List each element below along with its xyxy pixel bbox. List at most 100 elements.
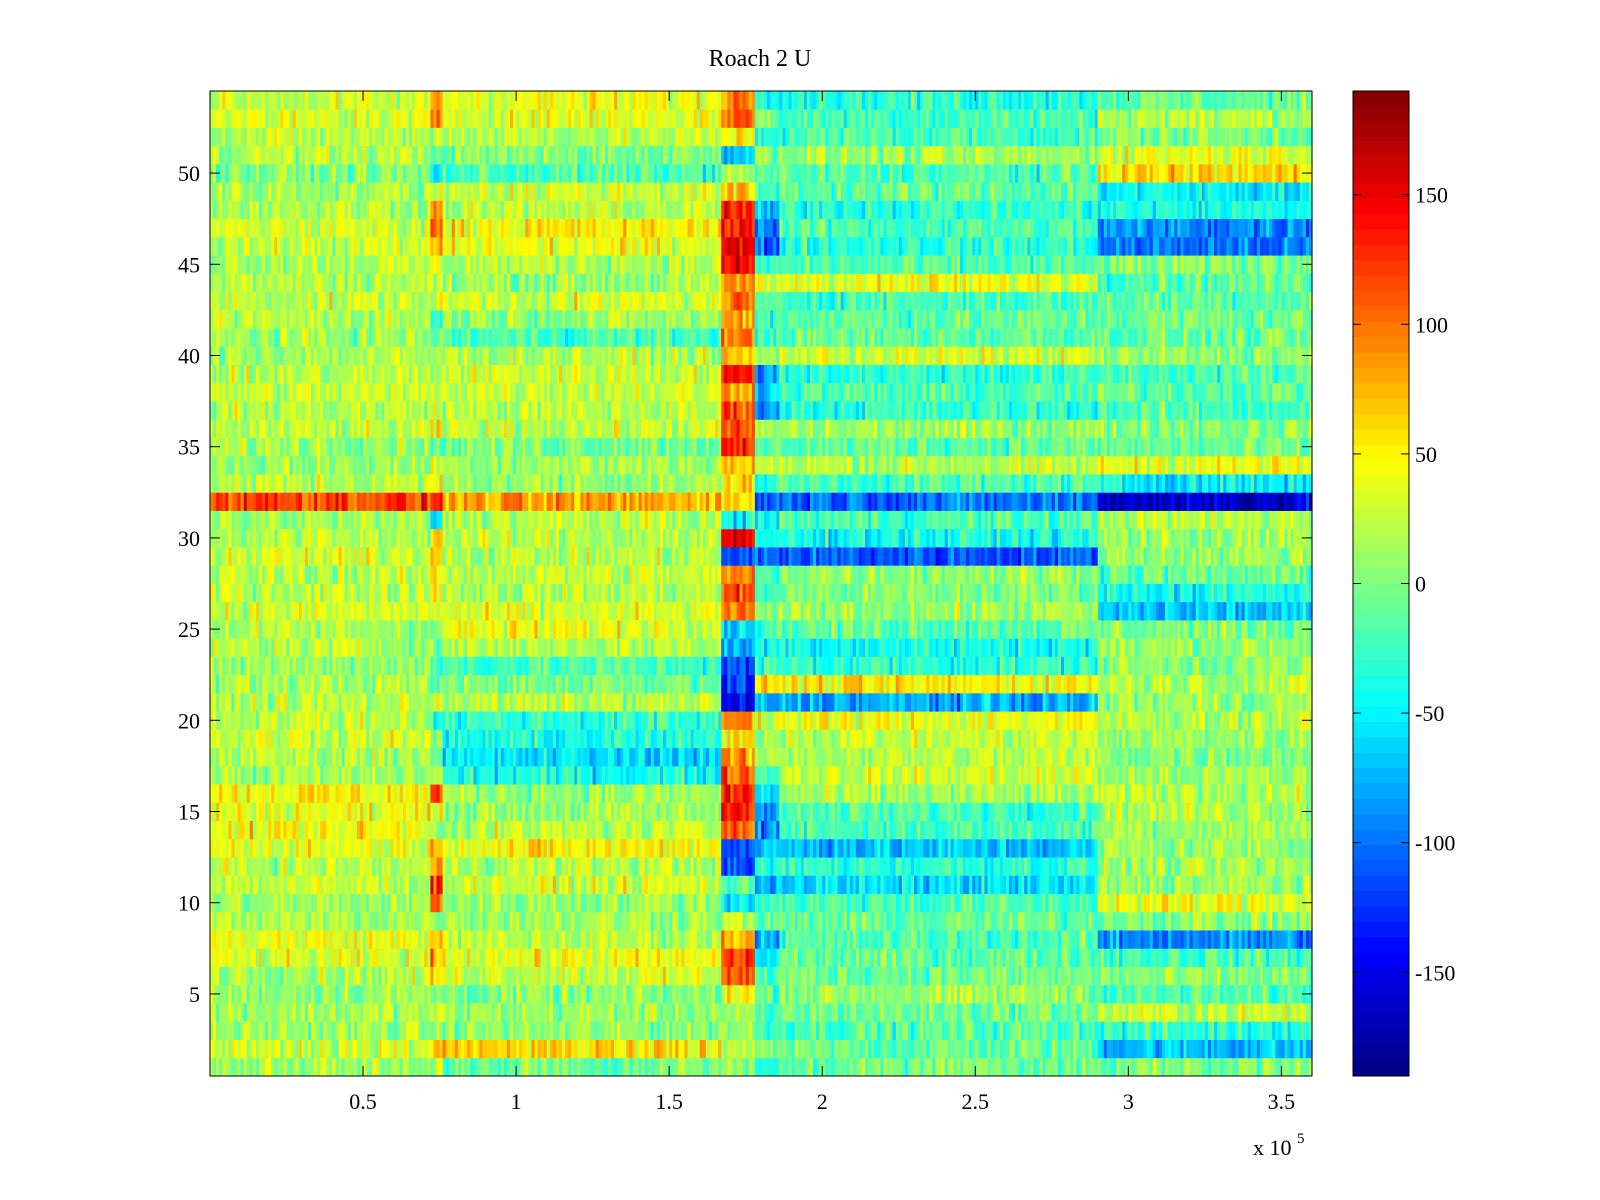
heatmap-cell: [687, 911, 692, 931]
heatmap-cell: [996, 1039, 1001, 1059]
heatmap-cell: [461, 893, 465, 913]
heatmap-cell: [289, 1021, 294, 1040]
heatmap-cell: [1015, 1021, 1019, 1040]
heatmap-cell: [1015, 1039, 1019, 1059]
heatmap-cell: [289, 893, 294, 913]
heatmap-cell: [794, 911, 799, 931]
heatmap-cell: [987, 984, 992, 1004]
heatmap-cell: [347, 930, 352, 949]
heatmap-cell: [439, 911, 444, 931]
heatmap-cell: [549, 893, 554, 913]
heatmap-cell: [1140, 930, 1145, 949]
heatmap-cell: [969, 966, 973, 986]
heatmap-cell: [476, 930, 480, 949]
heatmap-cell: [1027, 911, 1031, 931]
heatmap-cell: [1198, 1057, 1203, 1077]
heatmap-cell: [708, 930, 713, 949]
heatmap-cell: [516, 893, 520, 913]
heatmap-cell: [405, 948, 410, 967]
heatmap-cell: [981, 1003, 986, 1022]
heatmap-cell: [1103, 984, 1108, 1004]
heatmap-cell: [705, 911, 710, 931]
heatmap-cell: [969, 911, 973, 931]
heatmap-cell: [574, 984, 578, 1004]
heatmap-cell: [672, 1003, 676, 1022]
heatmap-cell: [1253, 930, 1258, 949]
heatmap-cell: [525, 1057, 529, 1077]
heatmap-cell: [886, 948, 891, 967]
heatmap-cell: [359, 911, 364, 931]
heatmap-cell: [920, 930, 924, 949]
heatmap-cell: [1060, 930, 1065, 949]
heatmap-cell: [809, 1021, 814, 1040]
heatmap-cell: [1048, 930, 1053, 949]
heatmap-cell: [574, 930, 578, 949]
heatmap-cell: [1122, 1039, 1126, 1059]
heatmap-cell: [696, 1039, 701, 1059]
heatmap-cell: [693, 930, 698, 949]
heatmap-cell: [522, 1003, 526, 1022]
heatmap-cell: [972, 930, 976, 949]
heatmap-cell: [359, 1057, 364, 1077]
heatmap-cell: [473, 966, 477, 986]
heatmap-cell: [592, 966, 597, 986]
heatmap-cell: [323, 1057, 327, 1077]
heatmap-cell: [846, 930, 851, 949]
heatmap-cell: [558, 1039, 563, 1059]
heatmap-cell: [813, 1021, 817, 1040]
heatmap-cell: [944, 930, 949, 949]
heatmap-cell: [1060, 1003, 1065, 1022]
heatmap-cell: [1158, 1003, 1163, 1022]
heatmap-cell: [996, 948, 1001, 967]
heatmap-cell: [1293, 1003, 1298, 1022]
heatmap-cell: [246, 930, 251, 949]
heatmap-cell: [687, 948, 692, 967]
heatmap-cell: [733, 948, 738, 967]
heatmap-cell: [326, 984, 330, 1004]
heatmap-cell: [494, 1003, 499, 1022]
heatmap-cell: [1146, 911, 1151, 931]
heatmap-cell: [522, 984, 526, 1004]
heatmap-cell: [938, 1039, 943, 1059]
heatmap-cell: [280, 1003, 285, 1022]
heatmap-cell: [225, 930, 229, 949]
heatmap-cell: [1192, 930, 1197, 949]
heatmap-cell: [338, 930, 343, 949]
heatmap-cell: [307, 1021, 312, 1040]
heatmap-cell: [580, 984, 585, 1004]
heatmap-cell: [363, 1021, 367, 1040]
heatmap-cell: [436, 893, 441, 913]
heatmap-cell: [880, 1057, 885, 1077]
heatmap-cell: [953, 911, 958, 931]
heatmap-cell: [283, 893, 288, 913]
heatmap-cell: [935, 1039, 940, 1059]
heatmap-cell: [1137, 948, 1142, 967]
heatmap-cell: [405, 984, 410, 1004]
heatmap-cell: [1232, 1003, 1237, 1022]
heatmap-cell: [1091, 1057, 1096, 1077]
heatmap-cell: [1238, 911, 1243, 931]
heatmap-cell: [638, 930, 643, 949]
heatmap-cell: [1106, 948, 1111, 967]
heatmap-cell: [378, 893, 383, 913]
heatmap-cell: [356, 893, 361, 913]
heatmap-cell: [488, 1003, 493, 1022]
heatmap-cell: [528, 911, 533, 931]
heatmap-cell: [292, 911, 297, 931]
heatmap-cell: [862, 1003, 866, 1022]
heatmap-cell: [372, 966, 376, 986]
heatmap-cell: [1290, 1003, 1295, 1022]
heatmap-cell: [558, 1021, 563, 1040]
heatmap-cell: [1278, 984, 1282, 1004]
heatmap-cell: [659, 984, 664, 1004]
heatmap-cell: [424, 948, 428, 967]
heatmap-cell: [1027, 1057, 1031, 1077]
heatmap-cell: [776, 1057, 780, 1077]
heatmap-cell: [540, 930, 545, 949]
heatmap-cell: [1174, 1003, 1178, 1022]
heatmap-cell: [329, 1021, 334, 1040]
heatmap-cell: [240, 948, 245, 967]
heatmap-cell: [513, 984, 517, 1004]
heatmap-cell: [1275, 1021, 1279, 1040]
heatmap-cell: [562, 948, 566, 967]
